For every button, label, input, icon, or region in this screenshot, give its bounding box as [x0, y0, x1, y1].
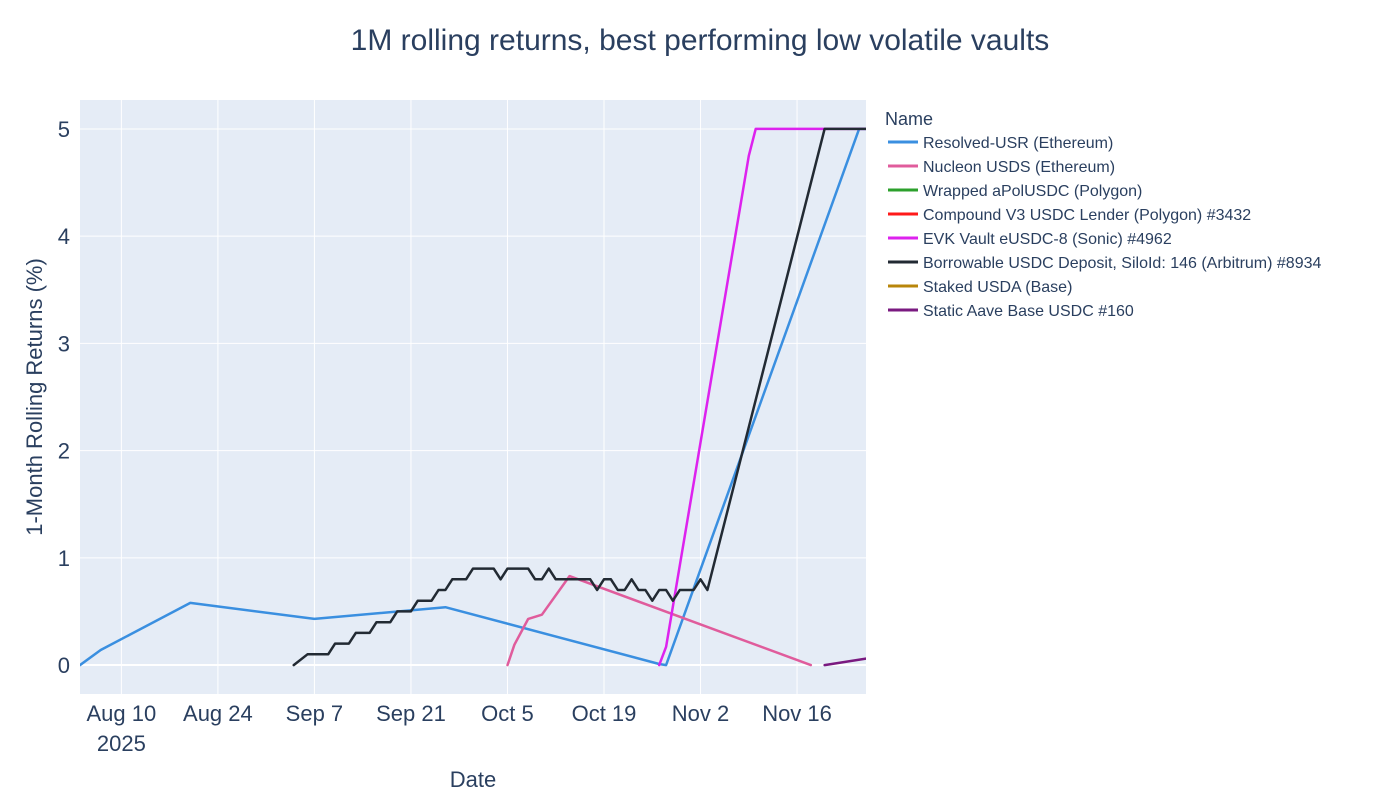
legend-label: Resolved-USR (Ethereum)	[923, 135, 1113, 152]
x-axis-ticks: Aug 10 2025 Aug 24 Sep 7 Sep 21 Oct 5 Oct 19 No…	[87, 701, 832, 756]
y-tick-label: 3	[58, 331, 70, 356]
plot-content	[80, 127, 866, 667]
x-tick-label: Oct 19	[572, 701, 637, 726]
legend-item[interactable]: Resolved-USR (Ethereum)	[888, 135, 1113, 152]
x-tick-label: Sep 7	[286, 701, 344, 726]
legend-label: Wrapped aPolUSDC (Polygon)	[923, 183, 1142, 200]
series-line-1	[80, 127, 866, 667]
grid-lines	[80, 100, 866, 694]
y-tick-label: 1	[58, 546, 70, 571]
legend-label: Static Aave Base USDC #160	[923, 303, 1134, 320]
legend-label: Staked USDA (Base)	[923, 279, 1072, 296]
legend-item[interactable]: Wrapped aPolUSDC (Polygon)	[888, 183, 1142, 200]
legend-title: Name	[885, 109, 933, 129]
y-tick-label: 0	[58, 653, 70, 678]
legend-label: Compound V3 USDC Lender (Polygon) #3432	[923, 207, 1251, 224]
series-line-2	[506, 574, 813, 667]
series-line-6	[292, 127, 866, 667]
legend-item[interactable]: Compound V3 USDC Lender (Polygon) #3432	[888, 207, 1251, 224]
x-tick-label: Aug 10	[87, 701, 157, 726]
legend: Name Resolved-USR (Ethereum) Nucleon USDS…	[885, 109, 1322, 320]
legend-item[interactable]: EVK Vault eUSDC-8 (Sonic) #4962	[888, 231, 1172, 248]
legend-item[interactable]: Borrowable USDC Deposit, SiloId: 146 (Ar…	[888, 255, 1322, 272]
y-tick-label: 2	[58, 439, 70, 464]
legend-label: EVK Vault eUSDC-8 (Sonic) #4962	[923, 231, 1172, 248]
x-axis-title: Date	[450, 767, 496, 792]
x-tick-label: Oct 5	[481, 701, 534, 726]
legend-item[interactable]: Static Aave Base USDC #160	[888, 303, 1134, 320]
chart-title: 1M rolling returns, best performing low …	[351, 24, 1050, 57]
x-tick-label: Nov 2	[672, 701, 729, 726]
series-line-8	[823, 657, 866, 667]
y-axis-title: 1-Month Rolling Returns (%)	[22, 258, 47, 536]
x-tick-label: Sep 21	[376, 701, 446, 726]
y-tick-label: 4	[58, 224, 70, 249]
legend-item[interactable]: Nucleon USDS (Ethereum)	[888, 159, 1115, 176]
x-tick-label: Aug 24	[183, 701, 253, 726]
x-tick-sublabel: 2025	[97, 731, 146, 756]
y-axis-ticks: 0 1 2 3 4 5	[58, 117, 70, 678]
series-line-5	[657, 127, 866, 667]
legend-label: Borrowable USDC Deposit, SiloId: 146 (Ar…	[923, 255, 1322, 272]
x-tick-label: Nov 16	[762, 701, 832, 726]
legend-label: Nucleon USDS (Ethereum)	[923, 159, 1115, 176]
legend-item[interactable]: Staked USDA (Base)	[888, 279, 1072, 296]
y-tick-label: 5	[58, 117, 70, 142]
plot-area	[80, 100, 866, 694]
